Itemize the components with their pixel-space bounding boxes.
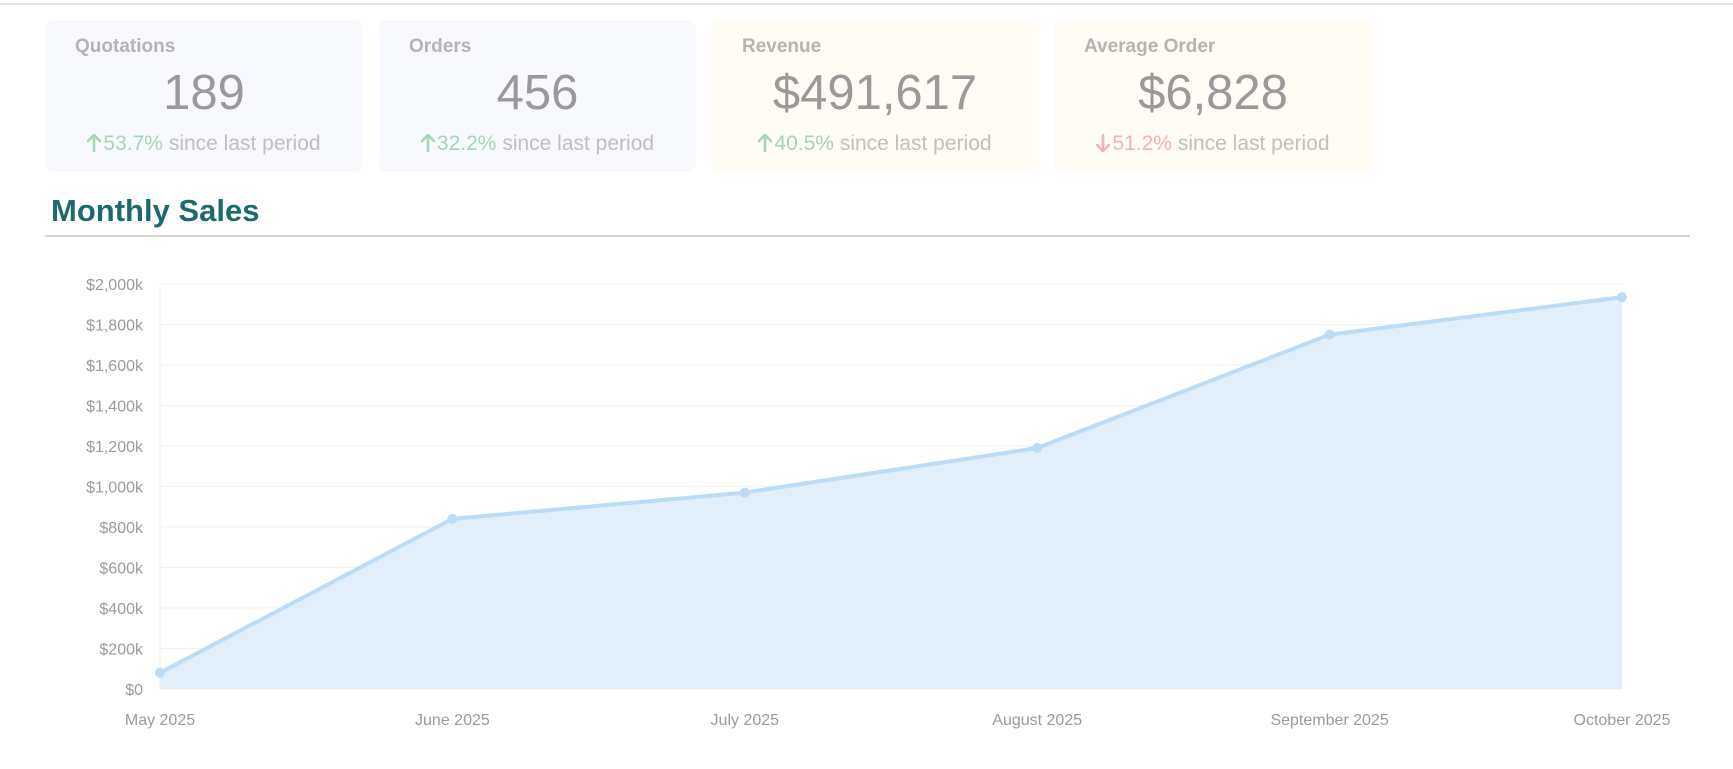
y-tick-label: $1,600k [86, 358, 144, 375]
x-tick-label: August 2025 [992, 712, 1082, 729]
y-tick-label: $1,800k [86, 318, 144, 335]
kpi-card-quotations[interactable]: Quotations 189 53.7% since last period [45, 20, 363, 172]
kpi-card-average-order[interactable]: Average Order $6,828 51.2% since last pe… [1054, 20, 1372, 172]
data-point [447, 513, 458, 524]
x-tick-label: June 2025 [415, 712, 490, 729]
sales-series [155, 292, 1627, 689]
kpi-card-revenue[interactable]: Revenue $491,617 40.5% since last period [712, 20, 1038, 172]
kpi-change-suffix: since last period [1177, 132, 1330, 155]
kpi-card-change: 40.5% since last period [742, 132, 1008, 158]
y-tick-label: $1,400k [86, 399, 144, 416]
y-tick-label: $400k [99, 601, 144, 618]
x-axis-tick-labels: May 2025 June 2025 July 2025 August 2025 Sep… [125, 712, 1671, 729]
y-tick-label: $1,000k [86, 480, 144, 497]
kpi-card-title: Revenue [742, 36, 822, 57]
section-title: Monthly Sales [51, 193, 260, 228]
series-line [159, 295, 1623, 675]
kpi-change-suffix: since last period [502, 132, 655, 155]
kpi-card-value: $491,617 [772, 66, 978, 120]
x-tick-label: September 2025 [1270, 712, 1388, 729]
kpi-card-orders[interactable]: Orders 456 32.2% since last period [379, 20, 696, 172]
kpi-change-suffix: since last period [839, 132, 992, 155]
data-point [1617, 292, 1627, 303]
kpi-card-change: 32.2% since last period [409, 132, 666, 158]
kpi-change-percent: 51.2% [1112, 132, 1172, 155]
arrow-down-icon [1096, 133, 1111, 158]
top-divider [0, 3, 1733, 5]
y-tick-label: $0 [125, 682, 143, 699]
kpi-card-value: 456 [496, 66, 579, 120]
x-tick-label: October 2025 [1574, 712, 1671, 729]
x-tick-label: July 2025 [711, 712, 780, 729]
data-point [1032, 443, 1043, 454]
data-point [1324, 329, 1335, 340]
arrow-up-icon [758, 133, 773, 158]
arrow-up-icon [87, 133, 102, 158]
data-point [155, 667, 165, 678]
kpi-change-suffix: since last period [168, 132, 321, 155]
kpi-cards: Quotations 189 53.7% since last period O… [45, 20, 1372, 172]
y-tick-label: $2,000k [86, 277, 144, 294]
kpi-card-title: Quotations [75, 36, 176, 57]
y-axis-tick-labels: $0 $200k $400k $600k $800k $1,000k $1,200k $1,4… [86, 277, 144, 699]
kpi-card-value: $6,828 [1138, 66, 1288, 120]
y-tick-label: $600k [99, 561, 144, 578]
kpi-card-change: 51.2% since last period [1084, 132, 1342, 158]
x-tick-label: May 2025 [125, 712, 195, 729]
y-tick-label: $200k [99, 642, 144, 659]
kpi-card-title: Orders [409, 36, 472, 57]
y-tick-label: $800k [99, 520, 144, 537]
series-area [160, 297, 1622, 689]
kpi-card-title: Average Order [1084, 36, 1216, 57]
kpi-change-percent: 53.7% [103, 132, 163, 155]
kpi-change-percent: 32.2% [436, 132, 497, 155]
section-divider [45, 235, 1690, 237]
kpi-change-percent: 40.5% [774, 132, 834, 155]
arrow-up-icon [420, 133, 436, 158]
kpi-card-value: 189 [163, 66, 245, 120]
kpi-card-change: 53.7% since last period [75, 132, 333, 158]
y-tick-label: $1,200k [86, 439, 144, 456]
data-point [739, 487, 750, 498]
